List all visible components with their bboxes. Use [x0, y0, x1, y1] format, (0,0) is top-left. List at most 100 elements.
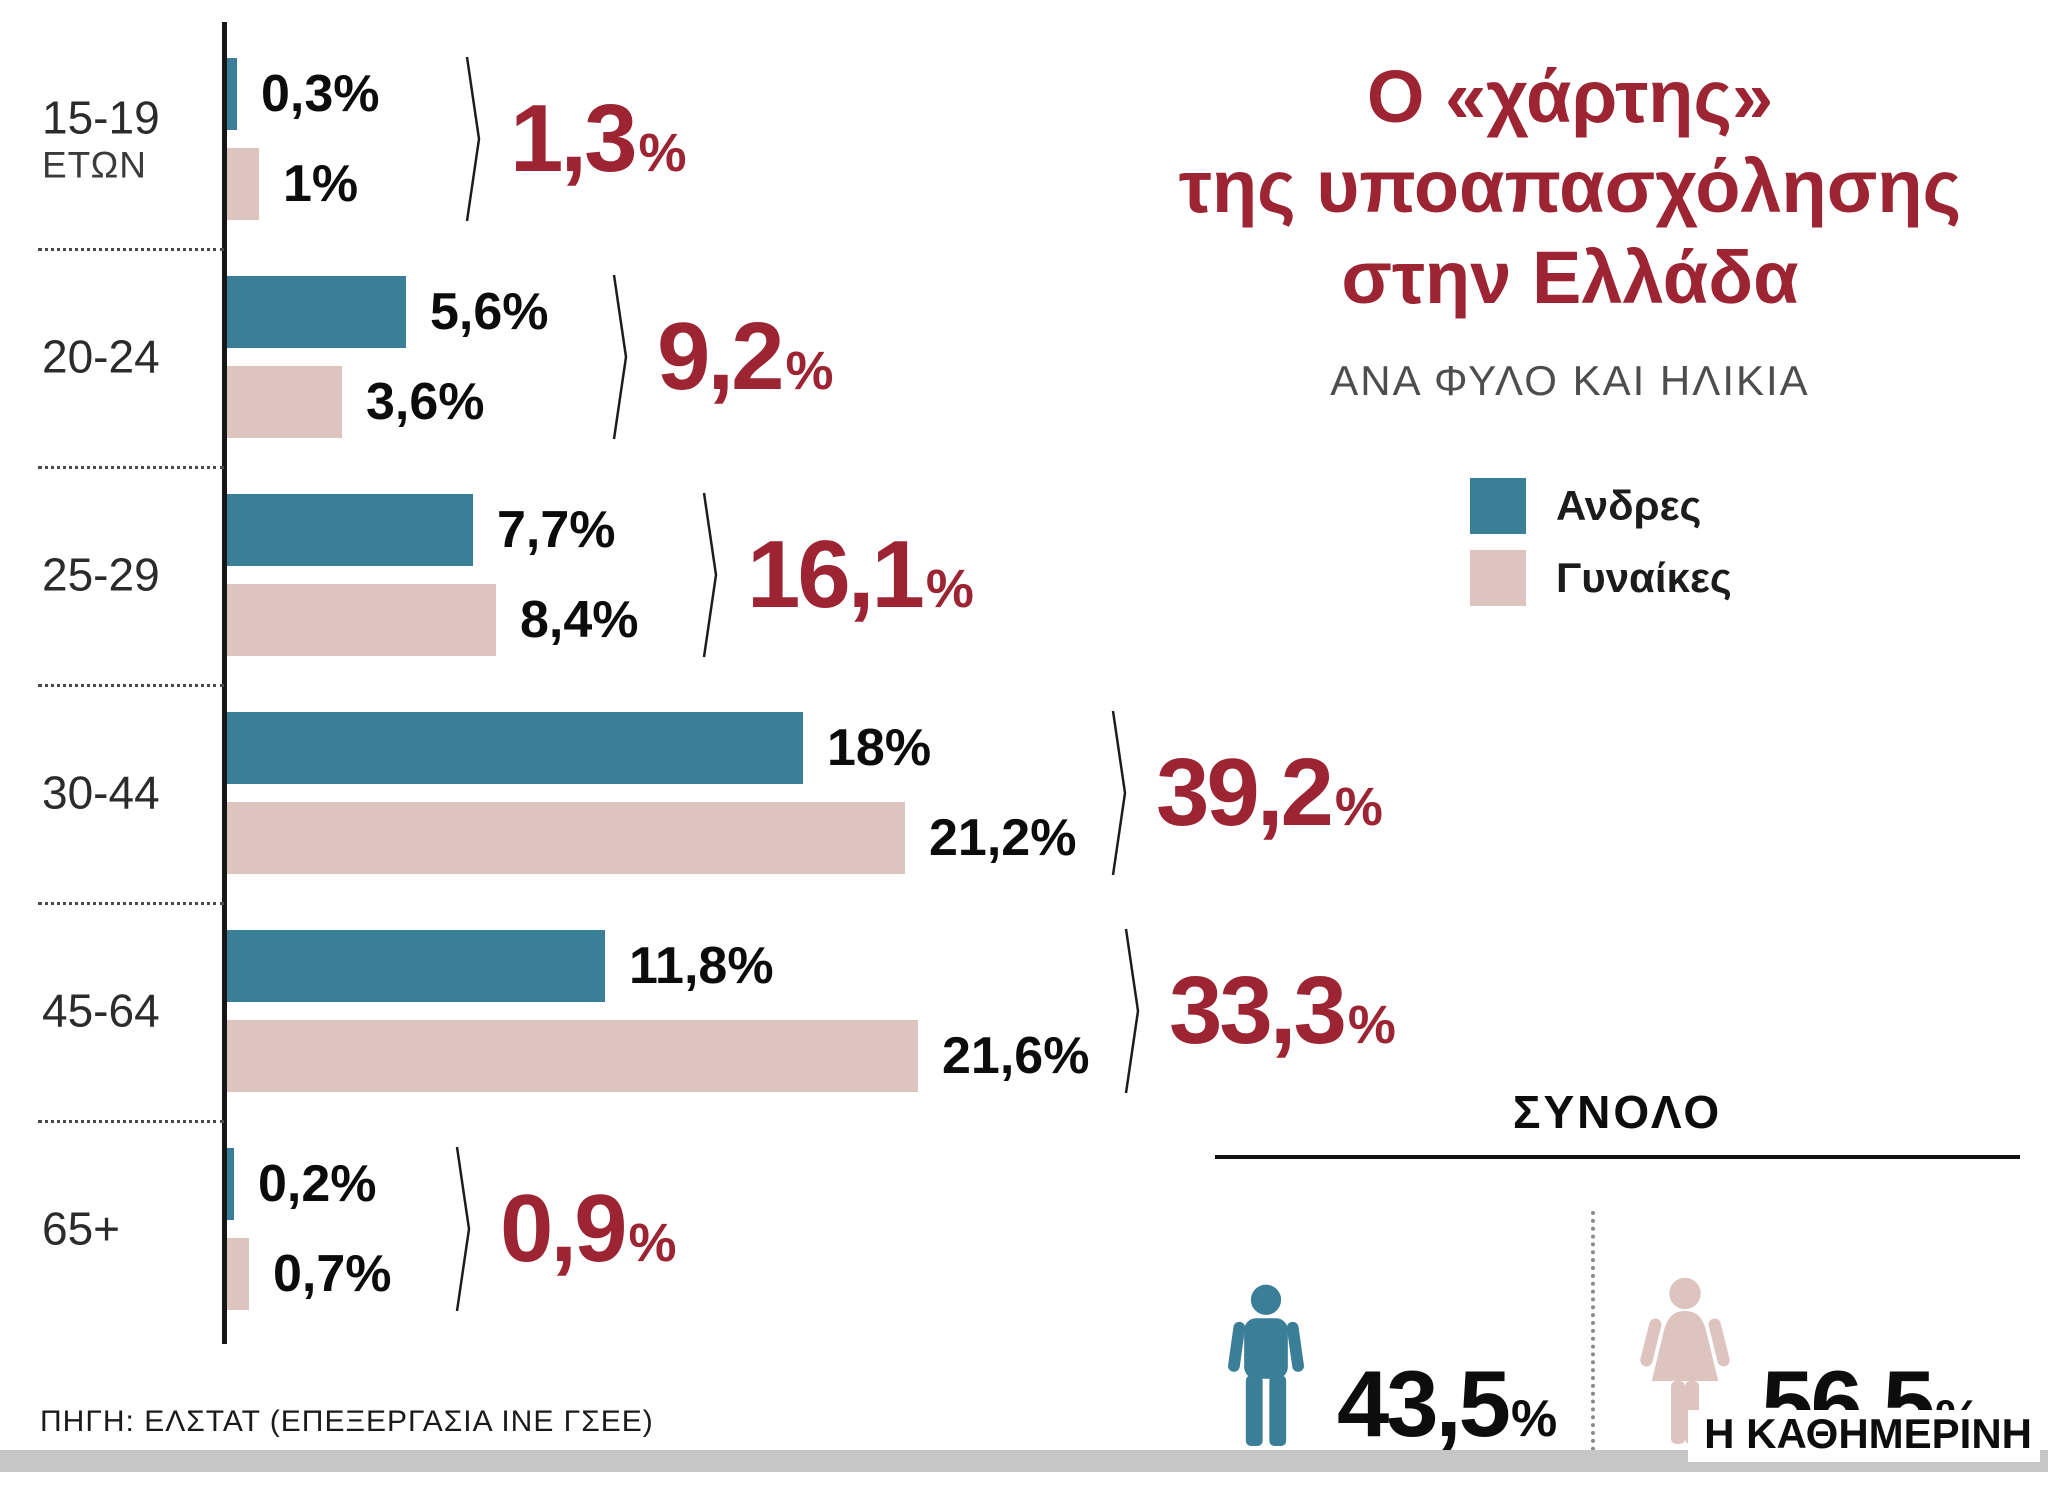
men-total-value: 43,5 %: [1337, 1351, 1558, 1456]
men-bar-value: 5,6%: [430, 283, 549, 341]
total-percent-sign: %: [785, 341, 834, 401]
total-number: 9,2: [657, 303, 784, 410]
row-separator: [38, 902, 224, 905]
women-bar-line: 8,4%: [227, 584, 639, 656]
men-bar-value: 0,2%: [258, 1155, 377, 1213]
age-label: 30-44: [42, 767, 160, 820]
men-bar: [227, 276, 406, 348]
row-separator: [38, 684, 224, 687]
age-label-subtext: ΕΤΩΝ: [42, 144, 147, 186]
women-bar-line: 0,7%: [227, 1238, 392, 1310]
total-value: 0,9 %: [500, 1181, 676, 1277]
men-bar-line: 0,2%: [227, 1148, 377, 1220]
men-bar-value: 7,7%: [497, 501, 616, 559]
age-label-text: 20-24: [42, 330, 160, 383]
women-bar-line: 21,2%: [227, 802, 1076, 874]
age-row: 30-44 18% 21,2% 39,2 %: [0, 684, 1600, 902]
age-label: 20-24: [42, 331, 160, 384]
men-legend-swatch: [1470, 478, 1526, 534]
total-value: 1,3 %: [510, 91, 686, 187]
women-legend-swatch: [1470, 550, 1526, 606]
women-bar: [227, 802, 905, 874]
chart-subtitle: ΑΝΑ ΦΥΛΟ ΚΑΙ ΗΛΙΚΙΑ: [1330, 356, 1810, 404]
age-label: 45-64: [42, 985, 160, 1038]
women-bar-value: 21,6%: [942, 1027, 1090, 1085]
age-label-text: 25-29: [42, 548, 160, 601]
summary-content: 43,5 % 56,5 %: [1215, 1211, 2020, 1451]
total-group: 1,3 %: [464, 30, 686, 248]
age-row: 65+ 0,2% 0,7% 0,9 %: [0, 1120, 1600, 1338]
age-row: 25-29 7,7% 8,4% 16,1 %: [0, 466, 1600, 684]
total-value: 33,3 %: [1169, 963, 1396, 1059]
men-total-percent-sign: %: [1510, 1390, 1558, 1448]
age-label-text: 30-44: [42, 766, 160, 819]
age-row: 45-64 11,8% 21,6% 33,3 %: [0, 902, 1600, 1120]
summary-section: ΣΥΝΟΛΟ 43,5 %: [1215, 1085, 2020, 1451]
women-bar: [227, 1238, 249, 1310]
brace-icon: [465, 56, 481, 222]
bottom-bar: [0, 1450, 2048, 1472]
age-label: 25-29: [42, 549, 160, 602]
total-group: 39,2 %: [1110, 684, 1383, 902]
legend-item-men: Ανδρες: [1470, 478, 1732, 534]
row-separator: [38, 248, 224, 251]
legend-item-women: Γυναίκες: [1470, 550, 1732, 606]
men-bar-line: 18%: [227, 712, 931, 784]
brace-icon: [1111, 710, 1127, 876]
male-figure-icon: [1228, 1284, 1304, 1446]
men-bar: [227, 58, 237, 130]
brace-icon: [702, 492, 718, 658]
summary-divider: [1591, 1211, 1596, 1451]
title-line-2: της υποαπασχόλησης: [1178, 145, 1962, 229]
total-number: 16,1: [747, 521, 925, 628]
men-bar-line: 5,6%: [227, 276, 549, 348]
title-line-3: στην Ελλάδα: [1341, 235, 1799, 319]
summary-heading: ΣΥΝΟΛΟ: [1512, 1086, 1723, 1138]
men-bar-value: 11,8%: [629, 937, 774, 995]
total-value: 39,2 %: [1156, 745, 1383, 841]
summary-men-group: 43,5 %: [1215, 1283, 1557, 1451]
women-bar-line: 21,6%: [227, 1020, 1089, 1092]
age-label-text: 45-64: [42, 984, 160, 1037]
women-bar-value: 8,4%: [520, 591, 639, 649]
total-percent-sign: %: [925, 559, 974, 619]
row-separator: [38, 466, 224, 469]
men-bar-line: 0,3%: [227, 58, 380, 130]
men-bar: [227, 712, 803, 784]
legend: Ανδρες Γυναίκες: [1470, 478, 1732, 622]
total-group: 16,1 %: [701, 466, 974, 684]
women-bar-value: 0,7%: [273, 1245, 392, 1303]
age-row: 20-24 5,6% 3,6% 9,2 %: [0, 248, 1600, 466]
men-bar-line: 7,7%: [227, 494, 616, 566]
age-row: 15-19 ΕΤΩΝ 0,3% 1% 1,3 %: [0, 30, 1600, 248]
chart-title-block: Ο «χάρτης» της υποαπασχόλησης στην Ελλάδ…: [1130, 52, 2010, 405]
total-percent-sign: %: [1334, 777, 1383, 837]
brace-icon: [455, 1146, 471, 1312]
women-bar: [227, 366, 342, 438]
total-percent-sign: %: [1347, 995, 1396, 1055]
women-bar-value: 21,2%: [929, 809, 1077, 867]
total-number: 33,3: [1169, 957, 1347, 1064]
men-bar-line: 11,8%: [227, 930, 774, 1002]
women-bar-line: 3,6%: [227, 366, 485, 438]
total-value: 9,2 %: [657, 309, 833, 405]
age-label-text: 65+: [42, 1202, 121, 1255]
total-number: 0,9: [500, 1175, 627, 1282]
women-legend-label: Γυναίκες: [1556, 554, 1732, 601]
women-bar: [227, 584, 496, 656]
total-number: 1,3: [510, 85, 637, 192]
age-label: 65+: [42, 1203, 120, 1256]
men-total-number: 43,5: [1337, 1351, 1511, 1456]
total-value: 16,1 %: [747, 527, 974, 623]
total-group: 0,9 %: [454, 1120, 676, 1338]
brand-logo: Η ΚΑΘΗΜΕΡΙΝΗ: [1688, 1410, 2040, 1462]
bar-rows: 15-19 ΕΤΩΝ 0,3% 1% 1,3 % 20-24 5: [0, 30, 1600, 1338]
women-bar: [227, 1020, 918, 1092]
summary-rule: [1215, 1155, 2020, 1159]
age-label: 15-19 ΕΤΩΝ: [42, 91, 160, 186]
brace-icon: [612, 274, 628, 440]
men-bar-value: 0,3%: [261, 65, 380, 123]
title-line-1: Ο «χάρτης»: [1366, 55, 1774, 138]
bar-chart: 15-19 ΕΤΩΝ 0,3% 1% 1,3 % 20-24 5: [0, 22, 1600, 1344]
men-bar-value: 18%: [827, 719, 932, 777]
